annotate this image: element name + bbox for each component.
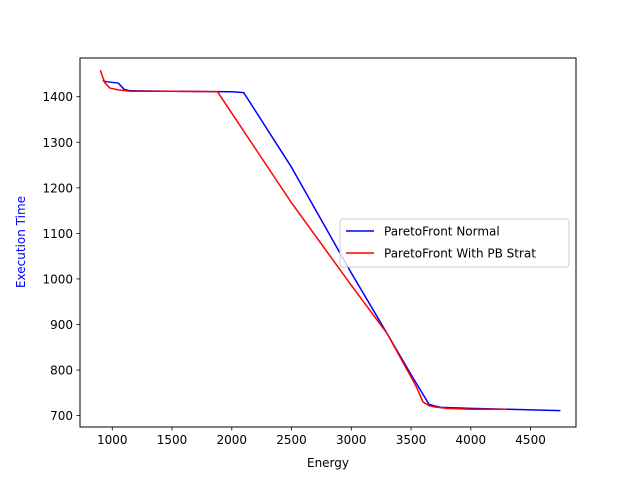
y-tick-label: 1100 <box>42 227 73 241</box>
x-axis-ticks: 1000 1500 2000 2500 3000 3500 4000 4500 <box>97 427 546 447</box>
y-axis-label: Execution Time <box>14 196 28 288</box>
legend-label-paretofront-normal: ParetoFront Normal <box>384 225 500 239</box>
legend-box <box>339 218 570 268</box>
y-tick-label: 1400 <box>42 90 73 104</box>
x-tick-label: 4000 <box>456 433 487 447</box>
x-tick-label: 2500 <box>276 433 307 447</box>
y-tick-label: 1200 <box>42 181 73 195</box>
legend-label-paretofront-with-pb-strat: ParetoFront With PB Strat <box>384 247 536 261</box>
x-tick-label: 4500 <box>515 433 546 447</box>
series-layer <box>99 70 561 412</box>
y-tick-label: 900 <box>50 318 73 332</box>
legend: ParetoFront Normal ParetoFront With PB S… <box>339 218 570 268</box>
x-axis-label: Energy <box>307 456 349 470</box>
axes-frame <box>79 57 577 428</box>
x-tick-label: 1000 <box>97 433 128 447</box>
y-axis-ticks: 700 800 900 1000 1100 1200 1300 1400 <box>42 90 80 423</box>
y-tick-label: 700 <box>50 409 73 423</box>
y-tick-label: 1300 <box>42 136 73 150</box>
y-tick-label: 1000 <box>42 272 73 286</box>
x-tick-label: 3000 <box>336 433 367 447</box>
x-tick-label: 2000 <box>217 433 248 447</box>
x-tick-label: 3500 <box>396 433 427 447</box>
y-tick-label: 800 <box>50 364 73 378</box>
x-tick-label: 1500 <box>157 433 188 447</box>
series-line-paretofront-with-pb-strat <box>99 70 507 410</box>
